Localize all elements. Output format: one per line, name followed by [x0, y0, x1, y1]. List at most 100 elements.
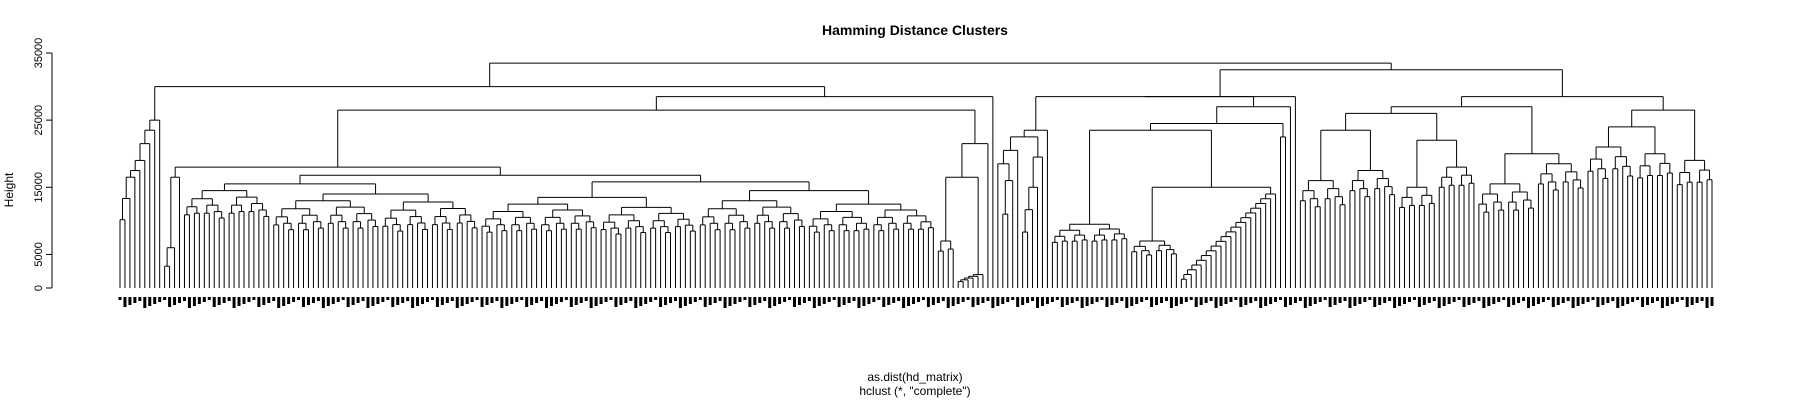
leaf-label-mark — [1239, 297, 1243, 307]
leaf-label-mark — [292, 297, 296, 302]
leaf-label-mark — [1631, 297, 1635, 302]
leaf-label-mark — [1487, 297, 1491, 306]
leaf-label-mark — [326, 297, 330, 306]
leaf-label-mark — [797, 297, 801, 305]
leaf-label-mark — [1432, 297, 1436, 301]
leaf-label-mark — [1204, 297, 1208, 303]
leaf-label-mark — [525, 297, 529, 307]
leaf-label-mark — [1591, 297, 1595, 300]
leaf-label-mark — [540, 297, 544, 301]
leaf-label-mark — [187, 297, 191, 308]
leaf-label-mark — [1283, 297, 1287, 307]
leaf-label-mark — [1169, 297, 1173, 308]
leaf-label-mark — [976, 297, 980, 305]
leaf-label-mark — [1313, 297, 1317, 304]
leaf-label-mark — [669, 297, 673, 303]
leaf-label-mark — [277, 297, 281, 308]
leaf-label-mark — [807, 297, 811, 301]
leaf-label-mark — [1586, 297, 1590, 302]
leaf-label-mark — [897, 297, 901, 301]
leaf-label-mark — [1070, 297, 1074, 303]
leaf-label-mark — [1670, 297, 1674, 304]
leaf-label-mark — [262, 297, 266, 305]
leaf-label-mark — [624, 297, 628, 303]
leaf-label-mark — [1298, 297, 1302, 301]
leaf-label-mark — [465, 297, 469, 304]
leaf-label-mark — [1507, 297, 1511, 307]
leaf-label-mark — [559, 297, 563, 302]
leaf-label-mark — [1150, 297, 1154, 307]
leaf-label-mark — [302, 297, 306, 307]
leaf-label-mark — [1695, 297, 1699, 303]
leaf-label-mark — [1522, 297, 1526, 301]
leaf-label-mark — [733, 297, 737, 304]
leaf-label-mark — [475, 297, 479, 300]
leaf-label-mark — [252, 297, 256, 300]
leaf-label-mark — [1383, 297, 1387, 303]
leaf-label-mark — [703, 297, 707, 307]
leaf-label-mark — [986, 297, 990, 301]
leaf-label-mark — [1536, 297, 1540, 304]
leaf-label-mark — [867, 297, 871, 304]
leaf-label-mark — [227, 297, 231, 301]
leaf-label-mark — [1353, 297, 1357, 306]
leaf-label-mark — [1596, 297, 1600, 307]
leaf-label-mark — [748, 297, 752, 307]
leaf-label-mark — [346, 297, 350, 307]
leaf-label-mark — [1259, 297, 1263, 308]
leaf-label-mark — [202, 297, 206, 302]
leaf-label-mark — [738, 297, 742, 302]
leaf-label-mark — [1581, 297, 1585, 304]
leaf-label-mark — [966, 297, 970, 300]
leaf-label-mark — [1660, 297, 1664, 308]
leaf-label-mark — [778, 297, 782, 304]
leaf-label-mark — [1556, 297, 1560, 305]
leaf-label-mark — [1472, 297, 1476, 303]
leaf-label-mark — [996, 297, 1000, 306]
leaf-label-mark — [416, 297, 420, 306]
leaf-label-mark — [1378, 297, 1382, 305]
leaf-label-mark — [1045, 297, 1049, 304]
leaf-label-mark — [158, 297, 162, 302]
leaf-label-mark — [391, 297, 395, 307]
leaf-label-mark — [1090, 297, 1094, 304]
leaf-label-mark — [207, 297, 211, 300]
leaf-label-mark — [272, 297, 276, 301]
leaf-label-mark — [718, 297, 722, 301]
leaf-label-mark — [1576, 297, 1580, 306]
leaf-label-mark — [1700, 297, 1704, 301]
leaf-label-mark — [1646, 297, 1650, 305]
leaf-label-mark — [1016, 297, 1020, 307]
leaf-label-mark — [143, 297, 147, 308]
leaf-label-mark — [1363, 297, 1367, 302]
leaf-label-mark — [644, 297, 648, 304]
leaf-label-mark — [1422, 297, 1426, 305]
leaf-label-mark — [564, 297, 568, 300]
leaf-label-mark — [361, 297, 365, 301]
leaf-label-mark — [1234, 297, 1238, 300]
leaf-label-mark — [1368, 297, 1372, 300]
leaf-label-mark — [1388, 297, 1392, 301]
leaf-label-mark — [1551, 297, 1555, 307]
leaf-label-mark — [1323, 297, 1327, 300]
leaf-label-mark — [743, 297, 747, 300]
leaf-label-mark — [495, 297, 499, 301]
leaf-label-mark — [1155, 297, 1159, 305]
leaf-label-mark — [1655, 297, 1659, 301]
leaf-label-mark — [1526, 297, 1530, 308]
leaf-label-mark — [371, 297, 375, 306]
leaf-label-mark — [1412, 297, 1416, 300]
leaf-label-mark — [569, 297, 573, 307]
leaf-label-mark — [1343, 297, 1347, 301]
leaf-label-mark — [728, 297, 732, 306]
leaf-label-mark — [490, 297, 494, 303]
leaf-label-mark — [1145, 297, 1149, 300]
leaf-label-mark — [639, 297, 643, 306]
leaf-label-mark — [862, 297, 866, 306]
leaf-label-mark — [1100, 297, 1104, 300]
leaf-label-mark — [971, 297, 975, 307]
leaf-label-mark — [178, 297, 182, 303]
leaf-label-mark — [1650, 297, 1654, 303]
leaf-label-mark — [1274, 297, 1278, 302]
leaf-label-mark — [664, 297, 668, 305]
